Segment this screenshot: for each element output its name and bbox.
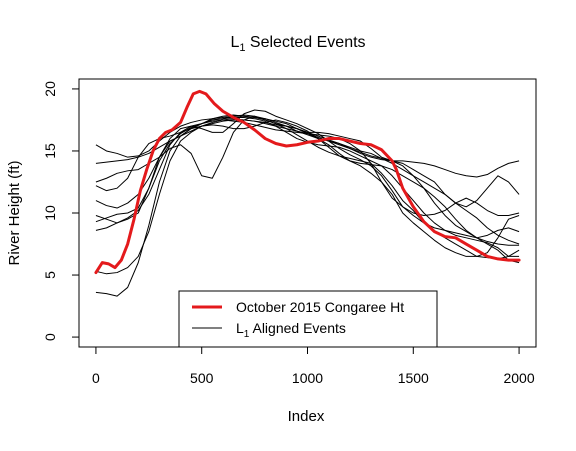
chart-title: L1 Selected Events xyxy=(230,34,365,54)
aligned-event-line xyxy=(95,119,520,275)
x-tick-label: 1000 xyxy=(292,370,323,386)
x-axis-label: Index xyxy=(288,408,325,425)
aligned-event-line xyxy=(95,114,520,297)
y-tick-label: 15 xyxy=(42,143,58,159)
aligned-event-line xyxy=(95,109,520,239)
aligned-event-line xyxy=(95,119,520,246)
x-axis: 0 500 1000 1500 2000 xyxy=(92,346,535,386)
congaree-height-line xyxy=(94,89,521,275)
chart-title-subscript: 1 xyxy=(239,42,245,54)
legend: October 2015 Congaree Ht L1 Aligned Even… xyxy=(178,290,438,348)
x-tick-label: 2000 xyxy=(503,370,534,386)
x-tick-label: 0 xyxy=(92,370,100,386)
chart-title-rest: Selected Events xyxy=(245,34,365,51)
y-tick-label: 10 xyxy=(42,205,58,221)
legend-label-aligned-subscript: 1 xyxy=(244,329,250,340)
y-tick-label: 20 xyxy=(42,81,58,97)
legend-label-aligned-rest: Aligned Events xyxy=(249,320,346,336)
chart-title-main: L xyxy=(230,34,239,51)
highlight-series xyxy=(94,89,521,275)
legend-box xyxy=(178,290,438,348)
y-axis-label: River Height (ft) xyxy=(6,160,23,265)
x-tick-label: 1500 xyxy=(398,370,429,386)
y-tick-label: 5 xyxy=(42,271,58,279)
y-axis: 0 5 10 15 20 xyxy=(42,81,80,341)
legend-label-aligned: L1 Aligned Events xyxy=(236,320,346,340)
y-tick-label: 0 xyxy=(42,333,58,341)
aligned-event-line xyxy=(95,118,520,178)
legend-label-highlight: October 2015 Congaree Ht xyxy=(236,299,404,315)
legend-label-aligned-main: L xyxy=(236,320,244,336)
x-tick-label: 500 xyxy=(190,370,214,386)
